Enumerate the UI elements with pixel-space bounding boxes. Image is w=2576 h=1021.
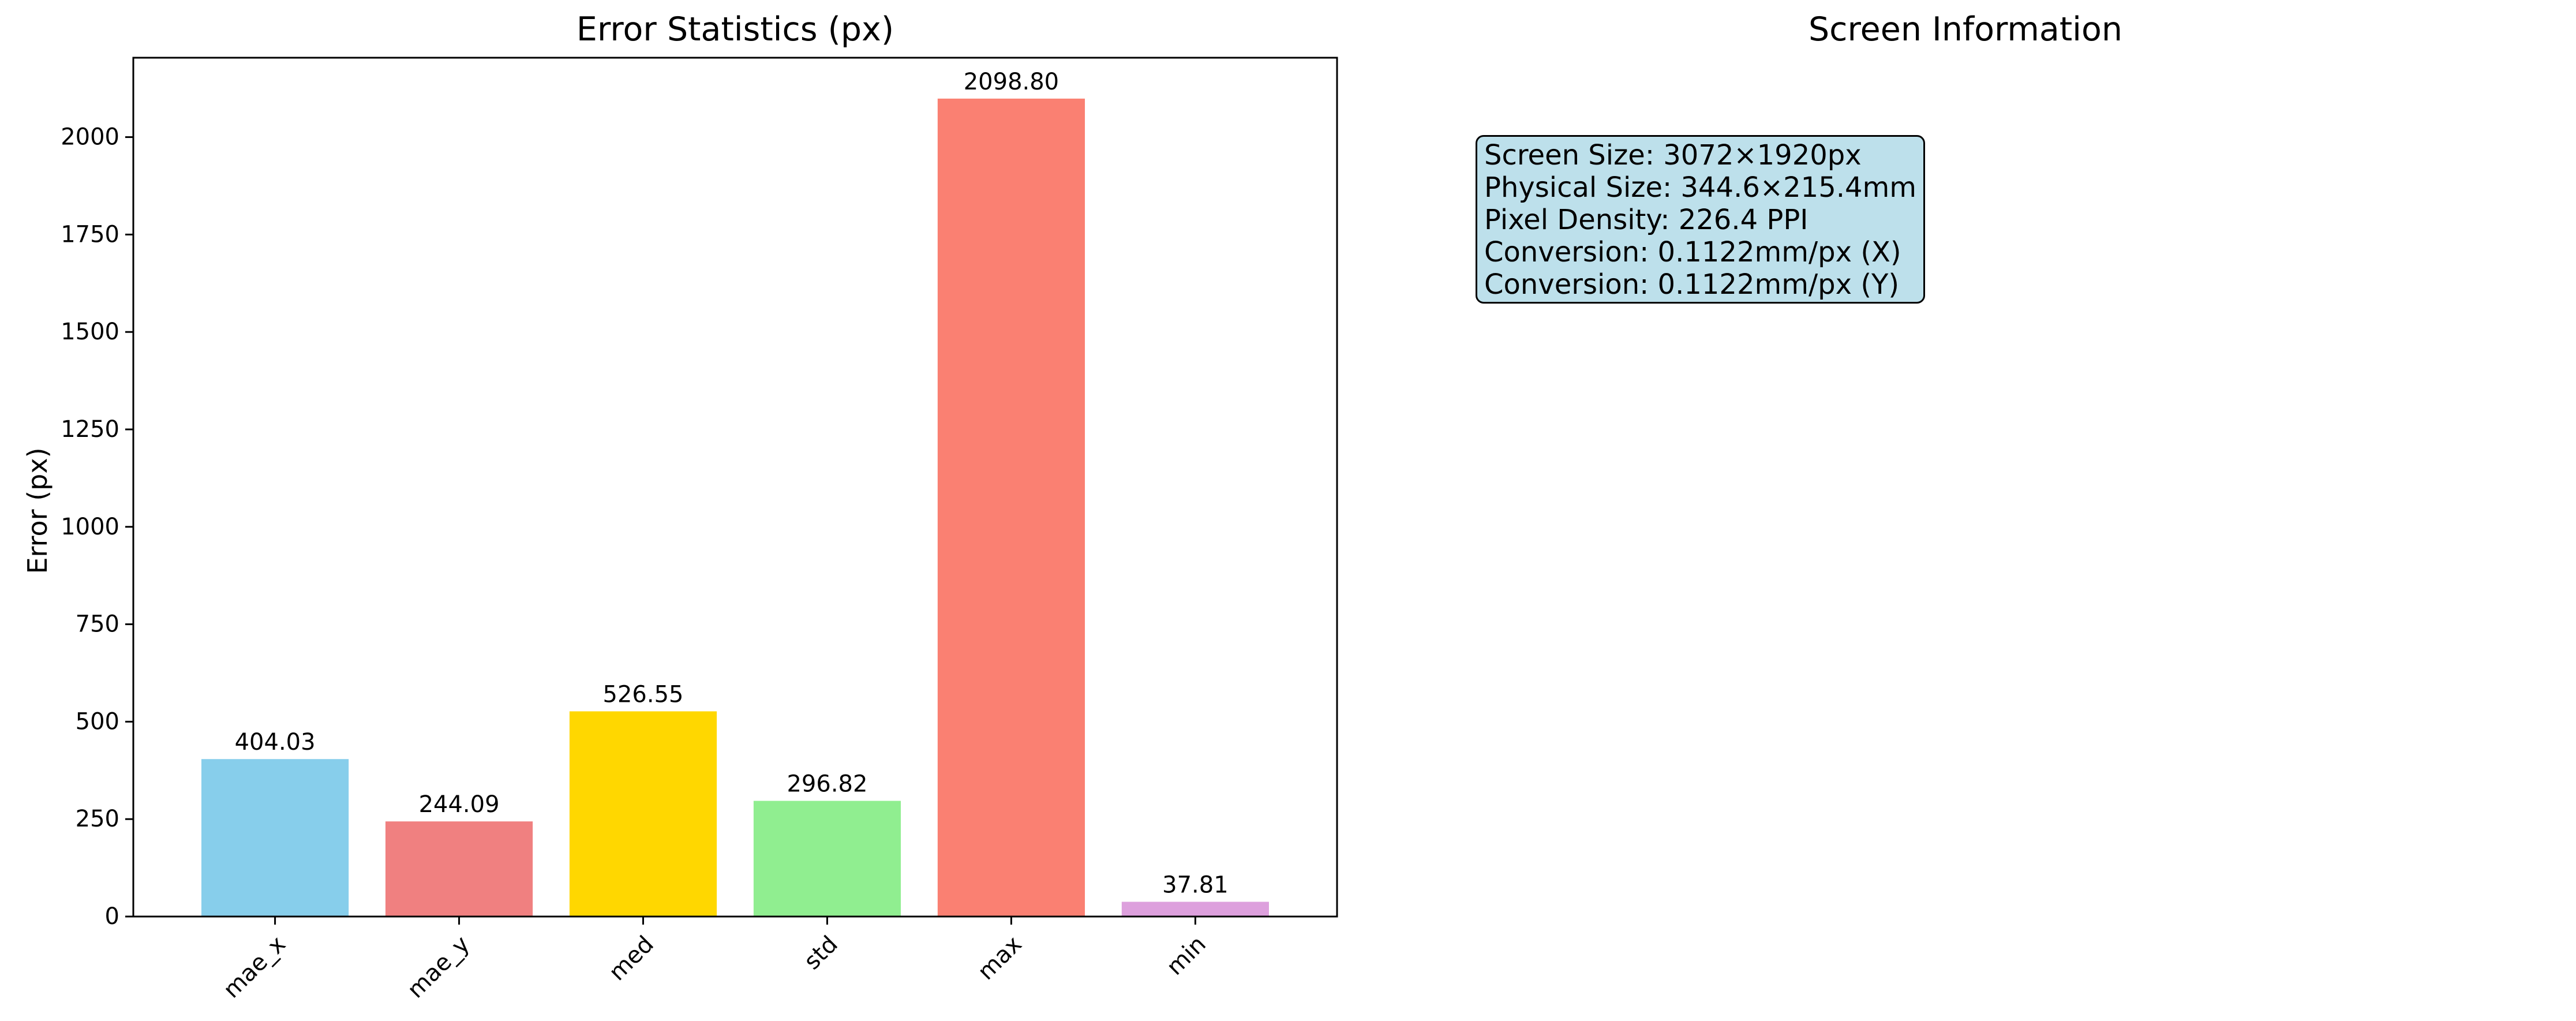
- screen-info-title: Screen Information: [1808, 10, 2123, 48]
- bar-max: [937, 98, 1085, 917]
- screen-size-text: Screen Size: 3072×1920px: [1484, 139, 1862, 171]
- y-tick-label: 1750: [61, 221, 119, 248]
- bar-mae_x: [201, 759, 349, 917]
- x-tick-label-std: std: [799, 931, 843, 975]
- y-axis-ticks: 0 250 500 750 1000 1250 1500 1750 2000: [61, 124, 133, 930]
- bar-value-label-std: 296.82: [787, 771, 867, 798]
- x-tick-label-min: min: [1162, 931, 1211, 981]
- bar-std: [753, 801, 901, 917]
- y-tick-label: 1250: [61, 416, 119, 443]
- y-tick-label: 1500: [61, 319, 119, 345]
- bar-med: [569, 711, 717, 917]
- bar-value-label-mae_y: 244.09: [419, 791, 500, 818]
- x-tick-label-max: max: [973, 931, 1027, 985]
- plot-frame: [132, 57, 1338, 918]
- y-tick-label: 750: [76, 611, 119, 638]
- x-tick-label-mae_y: mae_y: [402, 931, 475, 1004]
- conversion-y-text: Conversion: 0.1122mm/px (Y): [1484, 268, 1900, 301]
- bars: [201, 98, 1269, 917]
- pixel-density-text: Pixel Density: 226.4 PPI: [1484, 204, 1809, 236]
- bar-value-labels: 404.03 244.09 526.55 296.82 2098.80 37.81: [235, 69, 1229, 899]
- chart-title: Error Statistics (px): [576, 10, 894, 48]
- bar-min: [1121, 902, 1269, 917]
- y-axis-label: Error (px): [22, 447, 53, 574]
- x-tick-label-mae_x: mae_x: [218, 931, 291, 1004]
- y-tick-label: 500: [76, 708, 119, 735]
- bar-value-label-min: 37.81: [1162, 872, 1229, 898]
- bar-value-label-mae_x: 404.03: [235, 729, 316, 756]
- x-tick-label-med: med: [604, 931, 659, 986]
- x-axis-ticks: mae_x mae_y med std max min: [218, 917, 1211, 1004]
- physical-size-text: Physical Size: 344.6×215.4mm: [1484, 171, 1917, 204]
- screen-info-box: Screen Size: 3072×1920px Physical Size: …: [1476, 135, 1926, 304]
- bar-value-label-max: 2098.80: [964, 69, 1059, 95]
- bar-mae_y: [385, 821, 533, 917]
- y-tick-label: 2000: [61, 124, 119, 151]
- y-tick-label: 0: [105, 903, 119, 930]
- y-tick-label: 1000: [61, 514, 119, 540]
- y-tick-label: 250: [76, 806, 119, 832]
- conversion-x-text: Conversion: 0.1122mm/px (X): [1484, 236, 1901, 268]
- bar-value-label-med: 526.55: [603, 681, 684, 708]
